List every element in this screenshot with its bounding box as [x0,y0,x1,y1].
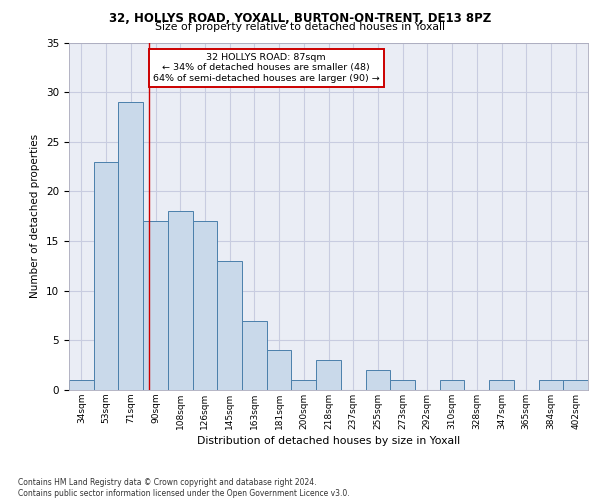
Bar [267,350,292,390]
Bar [365,370,390,390]
Bar [242,320,267,390]
Bar [193,221,217,390]
Bar [539,380,563,390]
Text: 32 HOLLYS ROAD: 87sqm
← 34% of detached houses are smaller (48)
64% of semi-deta: 32 HOLLYS ROAD: 87sqm ← 34% of detached … [153,53,380,82]
Bar [118,102,143,390]
Text: Size of property relative to detached houses in Yoxall: Size of property relative to detached ho… [155,22,445,32]
X-axis label: Distribution of detached houses by size in Yoxall: Distribution of detached houses by size … [197,436,460,446]
Bar [316,360,341,390]
Bar [168,212,193,390]
Bar [217,261,242,390]
Bar [440,380,464,390]
Bar [563,380,588,390]
Bar [292,380,316,390]
Y-axis label: Number of detached properties: Number of detached properties [31,134,40,298]
Bar [94,162,118,390]
Bar [390,380,415,390]
Text: 32, HOLLYS ROAD, YOXALL, BURTON-ON-TRENT, DE13 8PZ: 32, HOLLYS ROAD, YOXALL, BURTON-ON-TRENT… [109,12,491,24]
Bar [69,380,94,390]
Bar [489,380,514,390]
Text: Contains HM Land Registry data © Crown copyright and database right 2024.
Contai: Contains HM Land Registry data © Crown c… [18,478,350,498]
Bar [143,221,168,390]
